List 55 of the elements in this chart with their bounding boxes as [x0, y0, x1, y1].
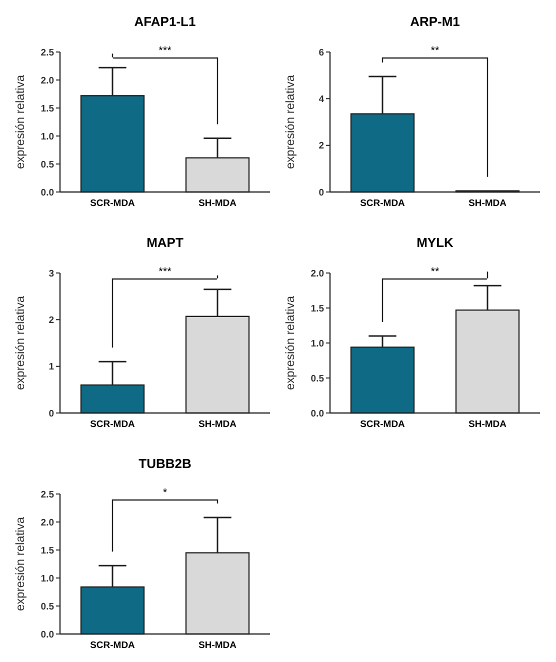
- annotation: **: [430, 266, 440, 278]
- x-tick-label: SCR-MDA: [90, 419, 136, 430]
- y-tick-label: 1.0: [310, 338, 324, 350]
- y-tick-label: 1.5: [40, 103, 55, 114]
- y-axis-title: expresión relativa: [13, 516, 27, 612]
- significance-bracket: **: [382, 45, 488, 177]
- y-tick-label: 6: [318, 47, 324, 58]
- y-tick-label: 2.0: [40, 517, 54, 528]
- x-tick-label: SCR-MDA: [360, 198, 406, 209]
- y-tick-label: 3: [48, 268, 54, 280]
- x-tick-label: SH-MDA: [198, 640, 237, 651]
- y-axis-title: expresión relativa: [13, 296, 27, 390]
- x-tick-label: SH-MDA: [468, 198, 507, 209]
- y-tick-label: 2: [318, 140, 324, 152]
- y-tick-label: 2: [48, 314, 54, 326]
- y-tick-label: 2.5: [40, 489, 55, 500]
- significance-bracket: ***: [112, 45, 218, 124]
- x-tick-label: SH-MDA: [198, 419, 237, 430]
- y-tick-label: 0: [48, 408, 54, 420]
- y-axis-title: expresión relativa: [13, 74, 27, 170]
- y-tick-label: 0: [318, 187, 324, 198]
- chart-title: MAPT: [146, 235, 184, 250]
- y-tick-label: 0.0: [40, 187, 54, 198]
- y-tick-label: 0.5: [40, 159, 55, 170]
- x-tick-label: SCR-MDA: [90, 640, 136, 651]
- y-tick-label: 1.0: [40, 131, 54, 142]
- y-tick-label: 4: [318, 94, 325, 105]
- chart-title: ARP-M1: [410, 14, 460, 29]
- annotation: ***: [158, 45, 172, 57]
- y-tick-label: 0.0: [40, 629, 54, 640]
- x-tick-label: SH-MDA: [198, 198, 237, 209]
- y-tick-label: 2.5: [40, 47, 55, 58]
- y-tick-label: 1.0: [40, 573, 54, 584]
- x-tick-label: SCR-MDA: [90, 198, 136, 209]
- chart-title: AFAP1-L1: [134, 14, 196, 29]
- y-tick-label: 1.5: [40, 545, 55, 556]
- annotation: *: [162, 487, 168, 499]
- y-axis-title: expresión relativa: [283, 296, 297, 390]
- y-tick-label: 0.0: [310, 408, 324, 420]
- x-tick-label: SH-MDA: [468, 419, 507, 430]
- significance-bracket: ***: [112, 266, 218, 348]
- significance-bracket: *: [112, 487, 218, 552]
- y-tick-label: 1.5: [310, 303, 325, 314]
- annotation: ***: [158, 266, 172, 278]
- chart-title: TUBB2B: [138, 456, 192, 471]
- y-tick-label: 2.0: [40, 75, 54, 86]
- x-tick-label: SCR-MDA: [360, 419, 406, 430]
- y-tick-label: 0.5: [310, 373, 325, 384]
- y-axis-title: expresión relativa: [283, 74, 297, 170]
- significance-bracket: **: [382, 266, 488, 322]
- y-tick-label: 1: [48, 362, 55, 373]
- y-tick-label: 0.5: [40, 601, 55, 612]
- y-tick-label: 2.0: [310, 268, 324, 280]
- annotation: **: [430, 45, 440, 57]
- chart-title: MYLK: [416, 235, 454, 250]
